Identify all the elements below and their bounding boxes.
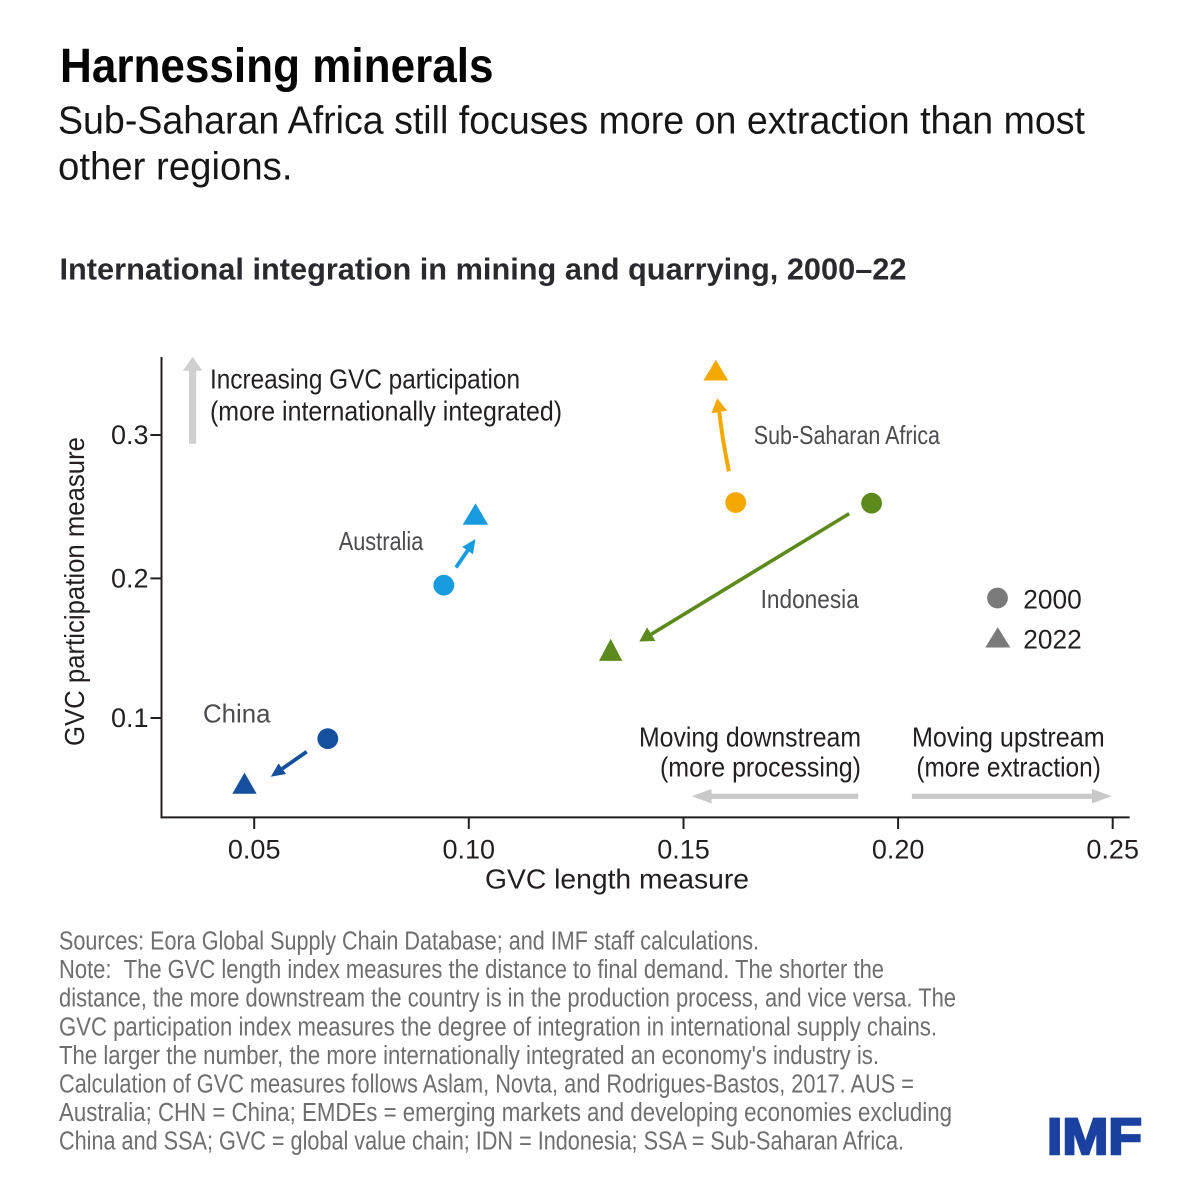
- svg-text:Australia; CHN = China; EMDEs: Australia; CHN = China; EMDEs = emerging…: [59, 1099, 952, 1127]
- svg-text:(more processing): (more processing): [660, 752, 861, 783]
- svg-text:0.20: 0.20: [872, 835, 925, 865]
- svg-text:0.2: 0.2: [111, 564, 149, 594]
- svg-text:0.1: 0.1: [111, 703, 149, 733]
- svg-text:Sources: Eora Global Supply Ch: Sources: Eora Global Supply Chain Databa…: [59, 928, 759, 956]
- svg-text:2000: 2000: [1023, 584, 1081, 614]
- svg-text:GVC participation measure: GVC participation measure: [59, 437, 90, 746]
- svg-text:0.10: 0.10: [443, 835, 496, 865]
- svg-text:Sub-Saharan Africa: Sub-Saharan Africa: [754, 420, 941, 450]
- svg-text:GVC length measure: GVC length measure: [485, 864, 749, 895]
- svg-text:Increasing GVC participation: Increasing GVC participation: [210, 363, 520, 394]
- svg-text:other regions.: other regions.: [58, 146, 293, 189]
- svg-text:Sub-Saharan Africa still focus: Sub-Saharan Africa still focuses more on…: [58, 100, 1085, 143]
- svg-text:International integration in m: International integration in mining and …: [60, 252, 907, 287]
- svg-text:0.25: 0.25: [1086, 835, 1139, 865]
- svg-text:Indonesia: Indonesia: [761, 584, 860, 614]
- svg-text:distance, the more downstream: distance, the more downstream the countr…: [59, 985, 956, 1013]
- svg-text:Calculation of GVC measures fo: Calculation of GVC measures follows Asla…: [59, 1071, 914, 1099]
- svg-text:The larger the number, the mor: The larger the number, the more internat…: [59, 1042, 879, 1070]
- svg-text:0.3: 0.3: [111, 420, 149, 450]
- svg-text:Moving upstream: Moving upstream: [912, 722, 1105, 753]
- svg-text:Harnessing minerals: Harnessing minerals: [60, 40, 494, 93]
- svg-text:0.05: 0.05: [228, 835, 281, 865]
- svg-text:0.15: 0.15: [657, 835, 710, 865]
- svg-text:2022: 2022: [1023, 624, 1081, 654]
- svg-text:GVC participation index measur: GVC participation index measures the deg…: [59, 1013, 937, 1041]
- svg-text:Note: The GVC length index me: Note: The GVC length index measures the …: [59, 956, 884, 984]
- svg-text:Australia: Australia: [339, 526, 424, 556]
- svg-text:China and SSA; GVC = global va: China and SSA; GVC = global value chain;…: [59, 1128, 904, 1156]
- svg-text:(more internationally integrat: (more internationally integrated): [210, 395, 562, 426]
- svg-text:China: China: [203, 699, 271, 729]
- svg-text:Moving downstream: Moving downstream: [639, 722, 861, 753]
- svg-text:IMF: IMF: [1047, 1108, 1142, 1165]
- svg-text:(more extraction): (more extraction): [916, 752, 1101, 783]
